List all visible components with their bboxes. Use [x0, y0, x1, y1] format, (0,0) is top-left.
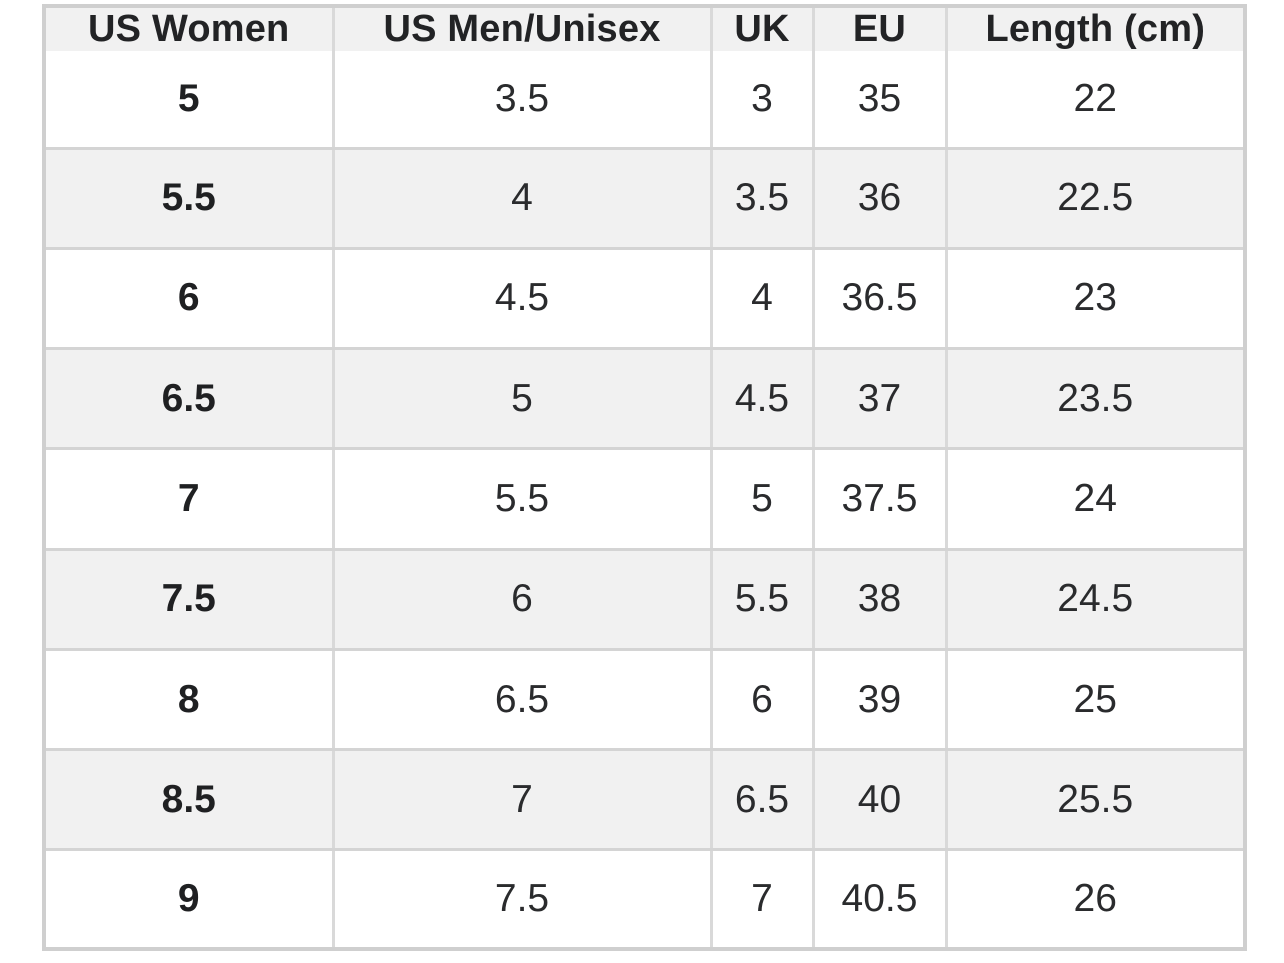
cell-us-women: 7	[46, 448, 333, 551]
cell-eu: 37	[811, 348, 946, 451]
cell-eu: 39	[811, 649, 946, 752]
cell-us-men-unisex: 4.5	[331, 248, 711, 351]
header-us-women: US Women	[46, 8, 333, 51]
cell-us-women: 6	[46, 248, 333, 351]
size-chart-table: US Women US Men/Unisex UK EU Length (cm)…	[46, 8, 1243, 947]
cell-eu: 36	[811, 148, 946, 250]
cell-length-cm: 24	[944, 448, 1243, 551]
cell-eu: 38	[811, 549, 946, 651]
cell-us-women: 9	[46, 849, 333, 947]
cell-us-men-unisex: 3.5	[331, 51, 711, 150]
cell-us-men-unisex: 7	[331, 749, 711, 852]
cell-us-men-unisex: 5	[331, 348, 711, 451]
cell-eu: 40	[811, 749, 946, 852]
header-eu: EU	[811, 8, 946, 51]
cell-uk: 6	[709, 649, 813, 752]
header-length-cm: Length (cm)	[944, 8, 1243, 51]
table-row: 5.5 4 3.5 36 22.5	[46, 148, 1243, 250]
cell-us-men-unisex: 6	[331, 549, 711, 651]
cell-us-men-unisex: 6.5	[331, 649, 711, 752]
cell-length-cm: 23.5	[944, 348, 1243, 451]
cell-us-women: 8.5	[46, 749, 333, 852]
cell-us-women: 5.5	[46, 148, 333, 250]
cell-length-cm: 24.5	[944, 549, 1243, 651]
cell-eu: 37.5	[811, 448, 946, 551]
cell-length-cm: 26	[944, 849, 1243, 947]
cell-us-women: 7.5	[46, 549, 333, 651]
header-us-men-unisex: US Men/Unisex	[331, 8, 711, 51]
cell-us-women: 6.5	[46, 348, 333, 451]
table-row: 6.5 5 4.5 37 23.5	[46, 348, 1243, 451]
cell-us-women: 5	[46, 51, 333, 150]
header-row: US Women US Men/Unisex UK EU Length (cm)	[46, 8, 1243, 51]
cell-uk: 5.5	[709, 549, 813, 651]
table-row: 8.5 7 6.5 40 25.5	[46, 749, 1243, 852]
header-uk: UK	[709, 8, 813, 51]
cell-uk: 5	[709, 448, 813, 551]
table-row: 9 7.5 7 40.5 26	[46, 849, 1243, 947]
cell-uk: 3	[709, 51, 813, 150]
cell-uk: 4	[709, 248, 813, 351]
size-chart-container: US Women US Men/Unisex UK EU Length (cm)…	[42, 4, 1247, 951]
cell-length-cm: 25.5	[944, 749, 1243, 852]
cell-us-women: 8	[46, 649, 333, 752]
cell-eu: 35	[811, 51, 946, 150]
cell-uk: 3.5	[709, 148, 813, 250]
cell-us-men-unisex: 4	[331, 148, 711, 250]
table-row: 6 4.5 4 36.5 23	[46, 248, 1243, 351]
cell-eu: 40.5	[811, 849, 946, 947]
cell-length-cm: 22.5	[944, 148, 1243, 250]
cell-length-cm: 25	[944, 649, 1243, 752]
table-row: 7 5.5 5 37.5 24	[46, 448, 1243, 551]
table-row: 5 3.5 3 35 22	[46, 51, 1243, 150]
cell-us-men-unisex: 7.5	[331, 849, 711, 947]
cell-length-cm: 22	[944, 51, 1243, 150]
cell-uk: 7	[709, 849, 813, 947]
cell-us-men-unisex: 5.5	[331, 448, 711, 551]
cell-uk: 4.5	[709, 348, 813, 451]
cell-length-cm: 23	[944, 248, 1243, 351]
cell-eu: 36.5	[811, 248, 946, 351]
table-row: 8 6.5 6 39 25	[46, 649, 1243, 752]
table-row: 7.5 6 5.5 38 24.5	[46, 549, 1243, 651]
cell-uk: 6.5	[709, 749, 813, 852]
